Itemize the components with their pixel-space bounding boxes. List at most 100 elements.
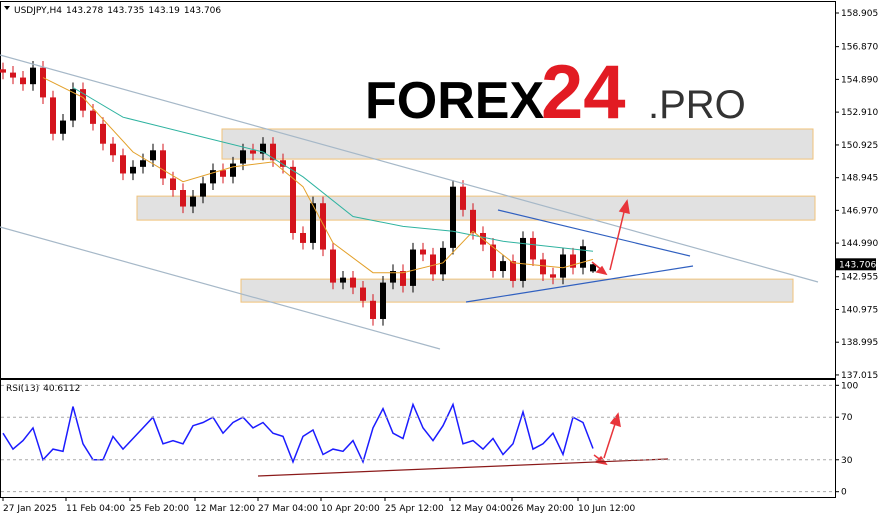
candle-body xyxy=(70,89,76,121)
candle-body xyxy=(260,143,266,154)
price-label-box xyxy=(836,258,876,271)
candle-body xyxy=(240,150,246,164)
y-tick-label: 140.975 xyxy=(841,305,878,315)
candle-body xyxy=(280,160,286,167)
candle-body xyxy=(30,67,36,85)
rsi-trend-line xyxy=(257,458,669,477)
candle-body xyxy=(370,300,376,319)
collapse-icon[interactable] xyxy=(4,6,10,10)
arrow-head xyxy=(595,265,608,276)
candle-body xyxy=(130,166,136,174)
candle-body xyxy=(250,150,256,154)
rsi-title: RSI(13) xyxy=(6,384,39,394)
candle-body xyxy=(300,232,306,243)
zone xyxy=(240,278,794,303)
channel-line xyxy=(0,226,441,350)
y-tick-label: 150.925 xyxy=(841,141,878,151)
candle-body xyxy=(120,155,126,174)
candle-body xyxy=(460,186,466,210)
candle-body xyxy=(540,259,546,275)
y-tick-label: 158.905 xyxy=(841,9,878,19)
x-tick-label: 27 Jan 2025 xyxy=(3,504,57,514)
candle-body xyxy=(470,209,476,233)
candle-body xyxy=(190,196,196,207)
arrow-head xyxy=(618,199,630,214)
candle-body xyxy=(290,166,296,233)
candle-body xyxy=(340,277,346,283)
candle-body xyxy=(390,271,396,283)
candle-body xyxy=(230,163,236,177)
candle-body xyxy=(40,67,46,98)
logo-text: FOREX xyxy=(365,72,544,130)
y-tick-label: 142.955 xyxy=(841,273,878,283)
rsi-line xyxy=(2,402,594,465)
candle-body xyxy=(270,143,276,161)
x-tick-label: 12 Mar 12:00 xyxy=(195,504,255,514)
candle-body xyxy=(350,277,356,288)
y-tick-label: 100 xyxy=(841,381,858,391)
y-tick-label: 148.945 xyxy=(841,174,878,184)
candle-body xyxy=(360,287,366,301)
x-tick-label: 10 Apr 20:00 xyxy=(321,504,380,514)
zone xyxy=(221,128,814,160)
arrow-head xyxy=(609,412,621,428)
symbol: USDJPY,H4 xyxy=(14,6,62,16)
candle-body xyxy=(400,271,406,286)
candle-body xyxy=(430,254,436,275)
quote-close: 143.706 xyxy=(184,6,221,16)
candle-body xyxy=(210,170,216,184)
triangle-line xyxy=(465,265,694,303)
rsi-value: 40.6112 xyxy=(43,384,80,394)
y-tick-label: 70 xyxy=(841,413,853,423)
candle-body xyxy=(580,246,586,268)
logo-suffix: .PRO xyxy=(648,83,746,127)
candle-body xyxy=(180,190,186,207)
y-tick-label: 138.995 xyxy=(841,338,878,348)
y-tick-label: 0 xyxy=(841,488,847,498)
quote-low: 143.19 xyxy=(148,6,180,16)
candle-body xyxy=(450,186,456,248)
candle-body xyxy=(140,160,146,167)
arrow xyxy=(603,420,617,459)
quote-open: 143.278 xyxy=(66,6,103,16)
candle-body xyxy=(410,249,416,286)
price-panel xyxy=(0,1,836,379)
y-tick-label: 156.870 xyxy=(841,43,878,53)
candle-body xyxy=(330,249,336,283)
candle-body xyxy=(520,237,526,281)
candle-body xyxy=(590,264,596,272)
x-tick-label: 27 Mar 04:00 xyxy=(258,504,318,514)
y-tick-label: 154.890 xyxy=(841,75,878,85)
candle-body xyxy=(160,150,166,179)
candle-body xyxy=(200,183,206,197)
candle-body xyxy=(220,170,226,177)
moving-average xyxy=(42,77,594,274)
triangle-line xyxy=(497,209,691,257)
candle-body xyxy=(110,143,116,156)
candle-body xyxy=(500,261,506,272)
x-tick-label: 10 Jun 12:00 xyxy=(578,504,635,514)
x-tick-label: 12 May 04:00 xyxy=(450,504,512,514)
y-tick-label: 30 xyxy=(841,456,853,466)
x-tick-label: 25 Apr 12:00 xyxy=(385,504,444,514)
candle-body xyxy=(310,203,316,243)
candle-body xyxy=(530,237,536,260)
y-tick-label: 137.015 xyxy=(841,371,878,381)
candle-body xyxy=(550,274,556,278)
candle-body xyxy=(510,261,516,281)
x-tick-label: 26 May 20:00 xyxy=(512,504,574,514)
candle-body xyxy=(440,247,446,275)
candle-body xyxy=(90,110,96,124)
channel-line xyxy=(0,54,819,283)
candle-body xyxy=(20,77,26,85)
rsi-panel xyxy=(0,379,836,498)
candle-body xyxy=(100,123,106,144)
quote-high: 143.735 xyxy=(107,6,144,16)
chart-header: USDJPY,H4 143.278 143.735 143.19 143.706 xyxy=(14,6,221,16)
candle-body xyxy=(490,244,496,272)
candle-body xyxy=(420,249,426,255)
candle-body xyxy=(380,282,386,319)
candle-body xyxy=(150,150,156,161)
arrow xyxy=(609,207,626,271)
